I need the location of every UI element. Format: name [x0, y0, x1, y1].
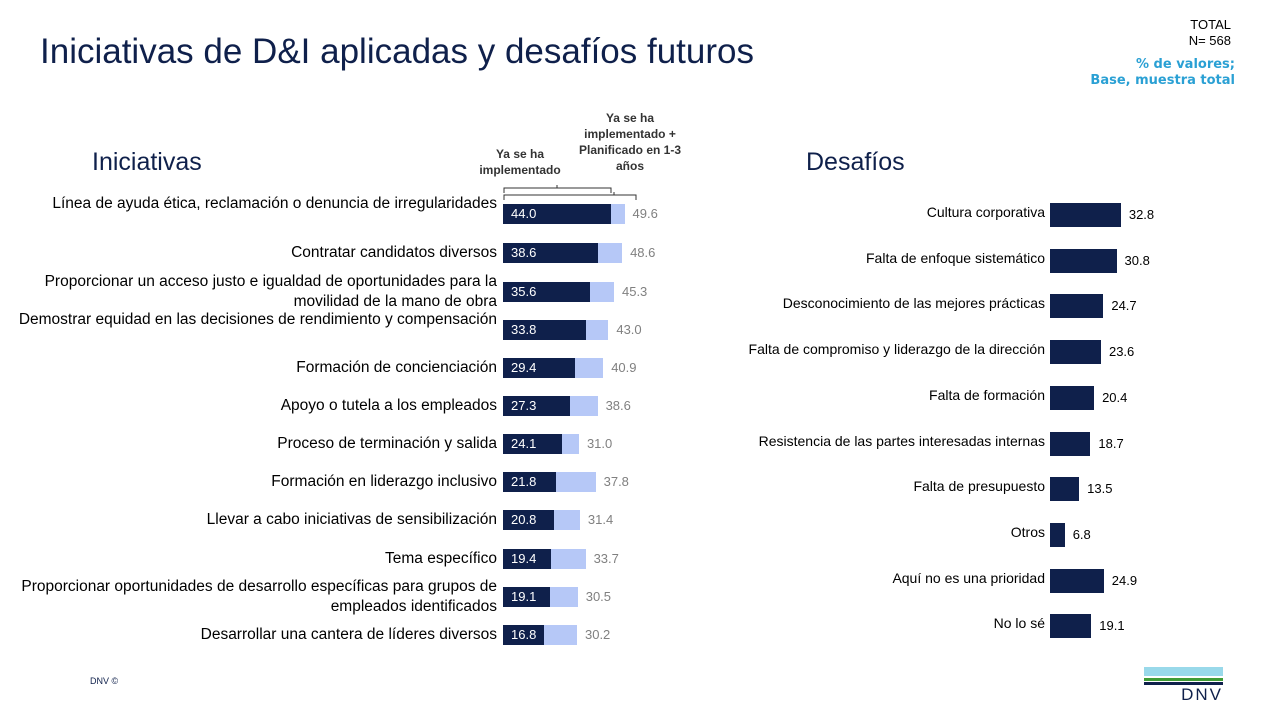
category-label: Llevar a cabo iniciativas de sensibiliza… — [206, 511, 497, 528]
category-label: Otros — [1010, 523, 1045, 540]
bar — [1050, 340, 1101, 365]
value-label: 20.4 — [1102, 389, 1128, 405]
dnv-logo: DNV — [1144, 667, 1223, 705]
bar — [1050, 431, 1091, 456]
value-planned: 38.6 — [605, 398, 631, 413]
bar — [1050, 568, 1104, 593]
value-implemented: 35.6 — [511, 284, 537, 299]
category-label: Falta de compromiso y liderazgo de la di… — [748, 341, 1045, 358]
bar-implemented — [503, 320, 586, 340]
category-label: Desarrollar una cantera de líderes diver… — [200, 626, 497, 643]
value-implemented: 20.8 — [511, 512, 537, 527]
value-implemented: 27.3 — [511, 398, 537, 413]
value-implemented: 38.6 — [511, 245, 537, 260]
sample-size: TOTAL N= 568 — [1189, 17, 1231, 49]
category-label: Demostrar equidad en las decisiones de r… — [18, 311, 497, 328]
value-label: 32.8 — [1128, 207, 1155, 222]
value-planned: 30.5 — [585, 589, 612, 604]
value-implemented: 21.8 — [511, 474, 537, 489]
bar-implemented — [503, 434, 563, 454]
logo-text: DNV — [1181, 685, 1223, 704]
category-label: Tema específico — [385, 550, 497, 567]
category-label: Proporcionar oportunidades de desarrollo… — [21, 578, 497, 615]
value-planned: 33.7 — [593, 551, 619, 566]
value-planned: 31.0 — [586, 436, 613, 451]
category-label: Falta de formación — [929, 386, 1045, 403]
bar-implemented — [503, 358, 576, 378]
category-label: Formación de concienciación — [296, 359, 497, 376]
legend-planned: Ya se ha implementado + Planificado en 1… — [578, 111, 682, 173]
value-planned: 48.6 — [630, 245, 656, 260]
category-label: Proceso de terminación y salida — [277, 435, 497, 452]
initiatives-title: Iniciativas — [92, 148, 202, 176]
value-label: 24.9 — [1111, 572, 1138, 588]
value-label: 30.8 — [1124, 252, 1150, 268]
bar — [1050, 614, 1092, 639]
value-planned: 43.0 — [616, 322, 642, 337]
category-label: Desconocimiento de las mejores prácticas — [782, 295, 1045, 312]
legend-brackets — [503, 185, 637, 200]
value-planned: 30.2 — [584, 627, 611, 642]
category-label: Resistencia de las partes interesadas in… — [758, 432, 1045, 449]
bar-implemented — [503, 472, 557, 492]
bar-implemented — [503, 396, 570, 416]
value-label: 18.7 — [1098, 435, 1124, 451]
value-implemented: 19.1 — [511, 589, 537, 604]
bar-implemented — [503, 549, 551, 569]
bar-implemented — [503, 510, 554, 530]
legend-implemented: Ya se ha implementado — [479, 147, 561, 177]
value-implemented: 19.4 — [511, 551, 537, 566]
category-label: Contratar candidatos diversos — [291, 244, 497, 261]
n-label: N= 568 — [1188, 33, 1231, 48]
category-label: Cultura corporativa — [926, 204, 1045, 220]
value-label: 13.5 — [1087, 481, 1113, 497]
value-planned: 31.4 — [587, 512, 614, 527]
value-label: 23.6 — [1108, 344, 1135, 360]
category-label: Formación en liderazgo inclusivo — [271, 473, 497, 490]
note-line: Base, muestra total — [1090, 73, 1235, 88]
challenges-title: Desafíos — [806, 148, 905, 176]
value-implemented: 24.1 — [511, 436, 537, 451]
bar-implemented — [503, 587, 550, 607]
bar — [1050, 385, 1095, 410]
category-label: Línea de ayuda ética, reclamación o denu… — [52, 195, 497, 212]
bar-implemented — [503, 243, 598, 263]
bar — [1050, 248, 1117, 273]
category-label: Falta de presupuesto — [913, 478, 1045, 495]
copyright: DNV © — [90, 676, 119, 686]
value-label: 24.7 — [1111, 298, 1137, 314]
category-label: Apoyo o tutela a los empleados — [280, 397, 497, 414]
bar — [1050, 294, 1104, 319]
value-planned: 40.9 — [611, 360, 637, 375]
page-title: Iniciativas de D&I aplicadas y desafíos … — [40, 32, 754, 71]
category-label: No lo sé — [993, 615, 1045, 632]
bar-implemented — [503, 625, 545, 645]
category-label: Falta de enfoque sistemático — [866, 249, 1045, 266]
value-implemented: 29.4 — [511, 360, 537, 375]
value-label: 19.1 — [1099, 618, 1125, 634]
bar — [1050, 477, 1080, 502]
category-label: Proporcionar un acceso justo e igualdad … — [44, 273, 497, 310]
value-label: 6.8 — [1072, 526, 1091, 542]
bar — [1050, 203, 1121, 227]
category-label: Aquí no es una prioridad — [892, 569, 1045, 586]
bar-implemented — [503, 282, 591, 302]
value-implemented: 44.0 — [511, 206, 537, 221]
value-planned: 45.3 — [621, 284, 648, 299]
bar-implemented — [503, 204, 611, 224]
bar — [1050, 522, 1065, 547]
note-line: % de valores; — [1136, 57, 1235, 72]
value-implemented: 33.8 — [511, 322, 537, 337]
value-implemented: 16.8 — [511, 627, 537, 642]
total-label: TOTAL — [1190, 17, 1231, 32]
value-planned: 49.6 — [632, 206, 658, 221]
base-note: % de valores; Base, muestra total — [1090, 57, 1235, 89]
value-planned: 37.8 — [603, 474, 629, 489]
